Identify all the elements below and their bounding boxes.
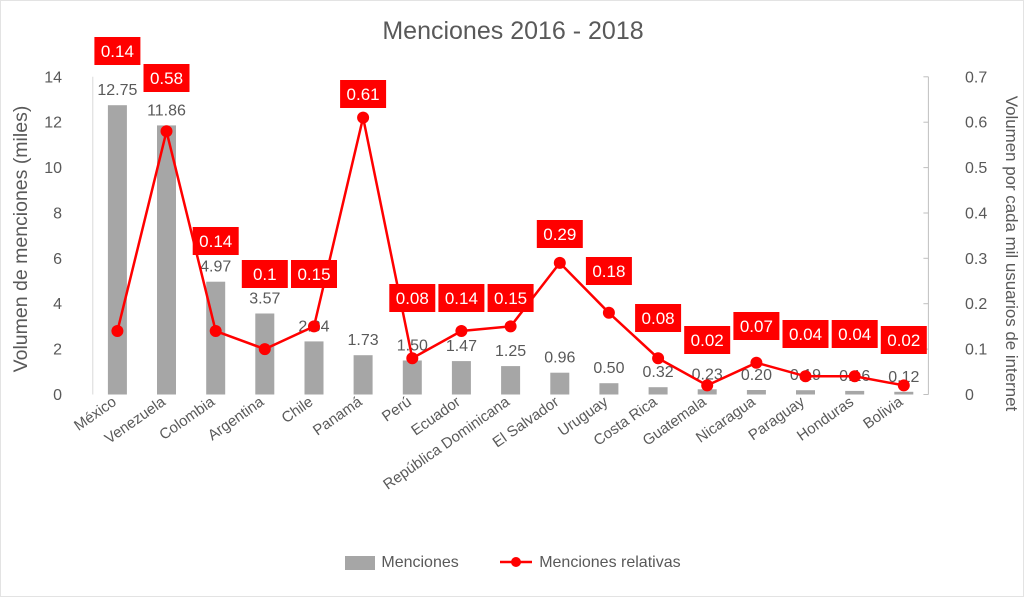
- svg-text:Panamá: Panamá: [310, 393, 366, 439]
- svg-text:Volumen de menciones (miles): Volumen de menciones (miles): [10, 106, 32, 373]
- svg-text:0.5: 0.5: [965, 160, 987, 177]
- svg-text:0.7: 0.7: [965, 69, 987, 86]
- svg-text:10: 10: [44, 160, 62, 177]
- svg-text:0.02: 0.02: [887, 331, 920, 350]
- svg-text:0.08: 0.08: [396, 289, 429, 308]
- svg-text:Argentina: Argentina: [205, 393, 268, 444]
- svg-text:0.04: 0.04: [838, 325, 871, 344]
- svg-text:0.15: 0.15: [297, 265, 330, 284]
- svg-text:0.1: 0.1: [965, 342, 987, 359]
- svg-text:0.2: 0.2: [965, 296, 987, 313]
- svg-text:1.73: 1.73: [348, 332, 379, 349]
- svg-text:0.61: 0.61: [347, 85, 380, 104]
- svg-text:0.15: 0.15: [494, 289, 527, 308]
- svg-text:0.1: 0.1: [253, 265, 277, 284]
- svg-text:0.58: 0.58: [150, 69, 183, 88]
- svg-text:0.07: 0.07: [740, 317, 773, 336]
- svg-text:0.14: 0.14: [101, 42, 134, 61]
- svg-text:0.32: 0.32: [643, 364, 674, 381]
- svg-text:Perú: Perú: [379, 393, 415, 425]
- svg-text:0.6: 0.6: [965, 115, 987, 132]
- svg-text:0.50: 0.50: [593, 360, 624, 377]
- svg-text:8: 8: [53, 205, 62, 222]
- svg-text:0.02: 0.02: [691, 331, 724, 350]
- svg-text:0.14: 0.14: [199, 232, 232, 251]
- svg-text:Chile: Chile: [279, 393, 317, 427]
- svg-text:4.97: 4.97: [200, 259, 231, 276]
- svg-text:0.3: 0.3: [965, 251, 987, 268]
- svg-text:0.14: 0.14: [445, 289, 478, 308]
- svg-text:12: 12: [44, 115, 62, 132]
- svg-text:4: 4: [53, 296, 62, 313]
- svg-text:14: 14: [44, 69, 62, 86]
- svg-text:1.25: 1.25: [495, 343, 526, 360]
- svg-text:6: 6: [53, 251, 62, 268]
- svg-text:0: 0: [965, 387, 974, 404]
- svg-text:Volumen por cada mil usuarios: Volumen por cada mil usuarios de interne…: [1002, 96, 1021, 412]
- svg-text:0.4: 0.4: [965, 205, 987, 222]
- svg-text:1.47: 1.47: [446, 338, 477, 355]
- svg-text:0.96: 0.96: [544, 350, 575, 367]
- svg-text:0.18: 0.18: [592, 262, 625, 281]
- svg-text:0.08: 0.08: [642, 309, 675, 328]
- svg-text:3.57: 3.57: [249, 291, 280, 308]
- svg-text:0.29: 0.29: [543, 225, 576, 244]
- svg-text:11.86: 11.86: [147, 102, 186, 119]
- svg-text:2: 2: [53, 342, 62, 359]
- svg-text:0.04: 0.04: [789, 325, 822, 344]
- svg-text:0: 0: [53, 387, 62, 404]
- svg-text:0.20: 0.20: [741, 367, 772, 384]
- svg-text:Bolivia: Bolivia: [860, 393, 906, 433]
- svg-text:12.75: 12.75: [97, 82, 137, 99]
